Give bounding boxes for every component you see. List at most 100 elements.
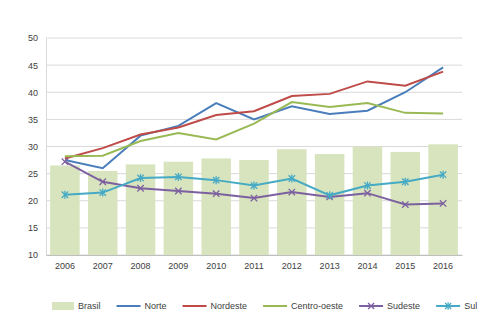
marker-stroke	[140, 174, 141, 182]
chart: 1015202530354045502006200720082009201020…	[0, 0, 484, 323]
x-tick-label: 2016	[433, 261, 453, 271]
marker-stroke	[100, 189, 106, 195]
legend-label: Sudeste	[387, 301, 420, 311]
marker-stroke	[402, 179, 408, 185]
y-tick-label: 30	[28, 142, 38, 152]
marker-stroke	[364, 190, 370, 196]
marker-stroke	[213, 190, 219, 196]
marker-stroke	[291, 175, 292, 183]
legend-marker	[445, 303, 451, 309]
marker-stroke	[440, 172, 446, 178]
legend-item: Norte	[117, 301, 167, 311]
x-tick: 2014	[357, 255, 377, 271]
marker-stroke	[364, 182, 370, 188]
marker	[326, 191, 332, 199]
x-tick-label: 2012	[282, 261, 302, 271]
marker-stroke	[440, 200, 446, 206]
marker	[440, 200, 446, 206]
marker	[62, 191, 68, 199]
marker-stroke	[62, 192, 68, 198]
marker-stroke	[137, 185, 143, 191]
legend: BrasilNorteNordesteCentro-oesteSudesteSu…	[52, 301, 477, 311]
marker-stroke	[440, 200, 446, 206]
marker-stroke	[100, 179, 106, 185]
legend-swatch	[117, 305, 141, 307]
y-tick: 40	[28, 88, 46, 98]
marker-stroke	[175, 174, 181, 180]
x-tick: 2012	[282, 255, 302, 271]
marker-stroke	[62, 158, 68, 164]
legend-item: Centro-oeste	[263, 301, 343, 311]
grid-line	[46, 38, 462, 39]
marker-stroke	[289, 175, 295, 181]
marker-stroke	[253, 182, 254, 190]
marker-stroke	[62, 158, 68, 164]
marker	[440, 171, 446, 179]
bar	[315, 154, 344, 255]
x-tick: 2013	[320, 255, 340, 271]
marker-stroke	[289, 189, 295, 195]
y-tick-label: 25	[28, 169, 38, 179]
bar	[201, 158, 230, 255]
y-tick: 50	[28, 33, 46, 43]
marker	[364, 182, 370, 190]
marker	[175, 188, 181, 194]
legend-swatch	[52, 302, 74, 310]
marker-stroke	[100, 179, 106, 185]
y-axis-line	[46, 39, 47, 256]
marker-stroke	[367, 182, 368, 190]
marker-stroke	[251, 182, 257, 188]
marker	[402, 201, 408, 207]
x-tick-label: 2010	[206, 261, 226, 271]
marker-stroke	[178, 173, 179, 181]
legend-item: Nordeste	[183, 301, 248, 311]
grid	[46, 38, 462, 255]
marker	[289, 175, 295, 183]
marks	[50, 67, 458, 255]
marker-stroke	[216, 176, 217, 184]
y-tick: 30	[28, 142, 46, 152]
marker-stroke	[289, 175, 295, 181]
marker-stroke	[100, 189, 106, 195]
y-tick-label: 10	[28, 250, 38, 260]
x-tick: 2008	[131, 255, 151, 271]
x-tick-label: 2006	[55, 261, 75, 271]
marker	[251, 182, 257, 190]
marker	[364, 190, 370, 196]
legend-label: Sul	[464, 301, 477, 311]
legend-marker	[445, 303, 451, 309]
marker-stroke	[175, 188, 181, 194]
line	[65, 162, 443, 205]
marker-stroke	[175, 174, 181, 180]
marker	[62, 158, 68, 164]
marker	[100, 189, 106, 197]
y-tick-label: 45	[28, 61, 38, 71]
legend-marker	[368, 303, 374, 309]
marker-stroke	[402, 201, 408, 207]
marker-stroke	[102, 189, 103, 197]
marker-stroke	[326, 192, 332, 198]
y-tick: 45	[28, 61, 46, 71]
marker	[289, 189, 295, 195]
markers	[62, 171, 447, 200]
x-tick-label: 2009	[168, 261, 188, 271]
grid-line	[46, 92, 462, 93]
marker-stroke	[440, 172, 446, 178]
x-tick-label: 2013	[320, 261, 340, 271]
bar	[164, 162, 193, 255]
y-tick-label: 35	[28, 115, 38, 125]
x-tick-label: 2007	[93, 261, 113, 271]
x-tick-label: 2014	[357, 261, 377, 271]
line	[65, 175, 443, 196]
bar	[353, 147, 382, 256]
bar	[50, 165, 79, 255]
grid-line	[46, 65, 462, 66]
bar	[239, 160, 268, 255]
line	[65, 102, 443, 156]
x-tick: 2015	[395, 255, 415, 271]
marker	[251, 195, 257, 201]
markers	[62, 158, 447, 207]
legend-marker	[447, 302, 448, 310]
plot: 1015202530354045502006200720082009201020…	[28, 33, 463, 271]
legend-label: Norte	[145, 301, 167, 311]
